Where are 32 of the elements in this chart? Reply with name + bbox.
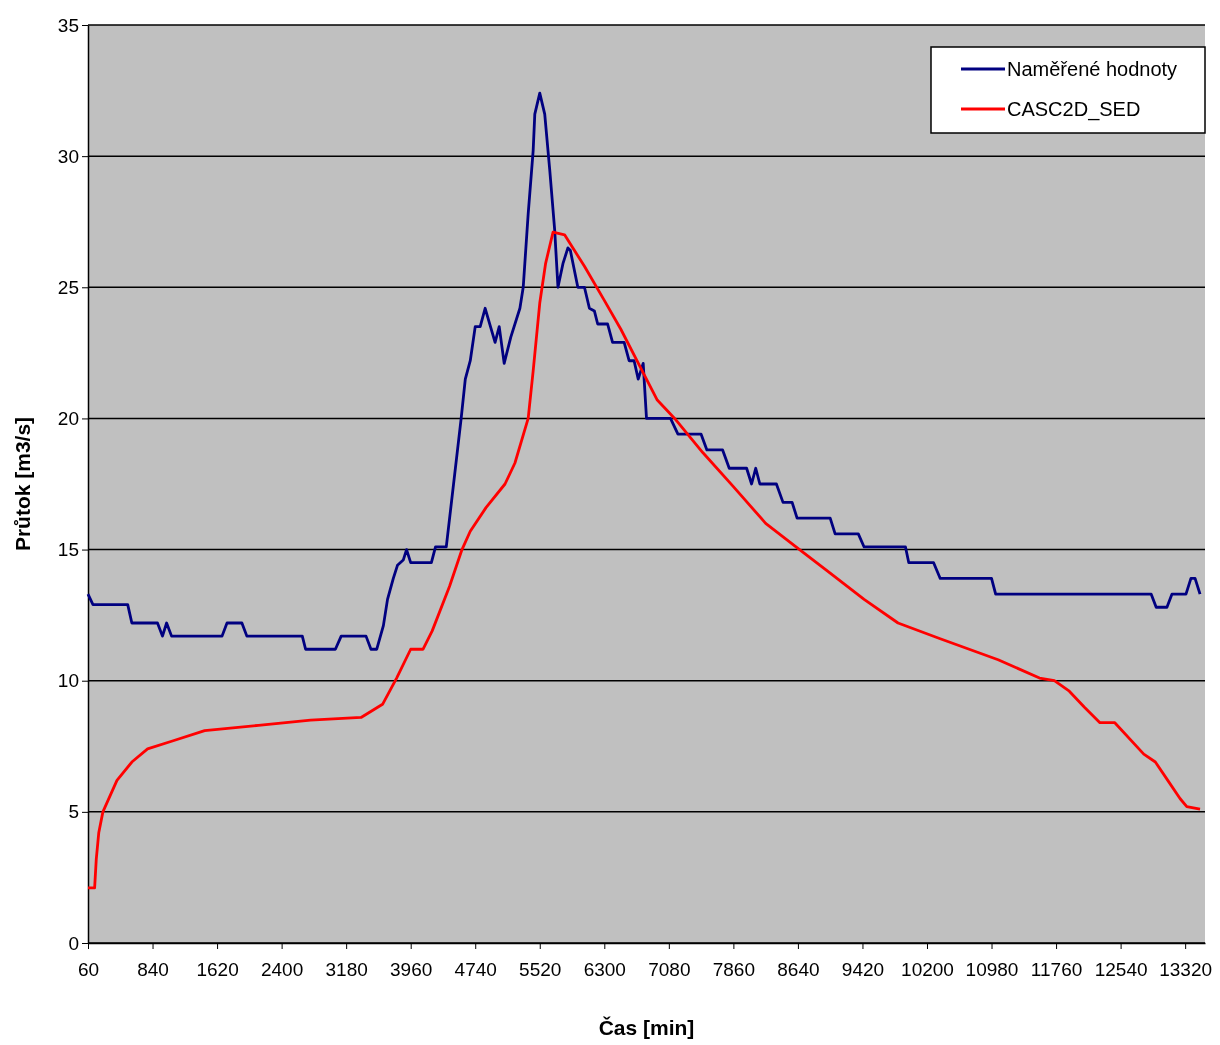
x-tick-label: 10200 [901,959,954,981]
x-tick-label: 12540 [1094,959,1148,981]
x-tick-label: 6300 [583,959,626,981]
x-tick-label: 2400 [260,959,304,981]
y-tick-label: 35 [57,14,79,36]
x-tick-label: 1620 [196,959,239,981]
line-series [86,91,1202,651]
y-tick-label: 10 [57,670,79,692]
y-tick-label: 15 [57,539,79,561]
x-tick-label: 11760 [1030,959,1083,981]
x-tick-label: 8640 [777,959,820,981]
y-tick-label: 20 [57,408,79,430]
y-tick-label: 30 [57,145,79,167]
y-tick-label: 0 [68,932,79,954]
x-tick-label: 9420 [841,959,885,981]
y-tick-label: 5 [68,801,79,823]
y-tick-label: 25 [57,276,79,298]
y-axis-title: Průtok [m3/s] [11,416,34,552]
legend-label: CASC2D_SED [1007,98,1141,121]
x-tick-label: 13320 [1159,959,1213,981]
line-series [86,230,1202,890]
x-tick-label: 60 [77,959,100,981]
legend-label: Naměřené hodnoty [1007,58,1178,80]
x-tick-label: 840 [137,959,169,981]
x-tick-label: 7080 [648,959,691,981]
x-axis-title: Čas [min] [598,1016,695,1039]
x-tick-label: 5520 [519,959,562,981]
x-tick-label: 4740 [454,959,497,981]
x-tick-label: 3960 [390,959,433,981]
x-tick-label: 7860 [712,959,756,981]
x-tick-label: 3180 [325,959,368,981]
x-tick-label: 10980 [965,959,1019,981]
